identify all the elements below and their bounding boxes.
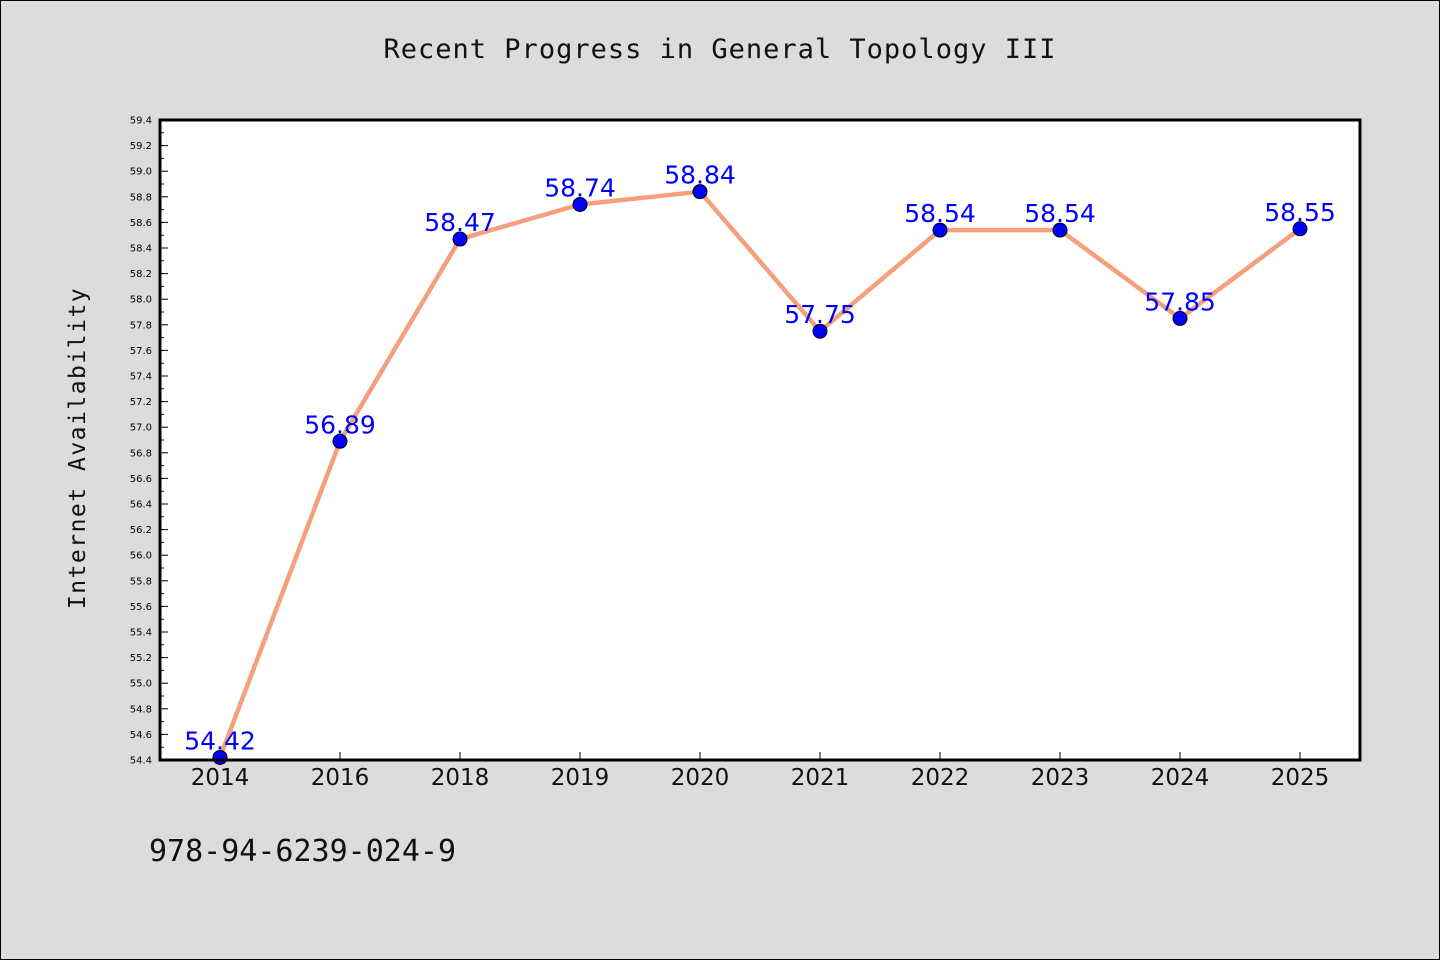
y-tick-label: 58.6: [130, 218, 152, 229]
x-tick-label: 2023: [1031, 765, 1090, 791]
y-tick-label: 56.2: [130, 525, 152, 536]
y-tick-label: 55.0: [130, 679, 152, 690]
data-label: 58.47: [424, 208, 496, 237]
series-line: [217, 189, 1303, 760]
data-point: [332, 433, 348, 449]
data-point: [572, 196, 588, 212]
y-tick-label: 59.2: [130, 141, 152, 152]
data-label: 57.75: [784, 300, 856, 329]
x-axis: 2014 2016 2018 2019 2020 2021 2022 2023 2024 2025: [191, 752, 1330, 791]
y-tick-label: 55.2: [130, 653, 152, 664]
y-tick-label: 59.4: [130, 116, 152, 127]
data-point: [692, 184, 708, 200]
data-label: 54.42: [184, 726, 256, 755]
y-tick-label: 54.8: [130, 704, 152, 715]
x-tick-label: 2025: [1271, 765, 1330, 791]
x-tick-label: 2024: [1151, 765, 1210, 791]
data-labels: 54.42 56.89 58.47 58.74 58.84 57.75 58.54 58.54…: [184, 161, 1336, 756]
x-tick-label: 2022: [911, 765, 970, 791]
y-tick-label: 57.4: [130, 372, 152, 383]
data-point: [1172, 310, 1188, 326]
y-tick-label: 57.2: [130, 397, 152, 408]
data-label: 57.85: [1144, 287, 1216, 316]
y-tick-label: 56.8: [130, 448, 152, 459]
x-tick-label: 2016: [311, 765, 370, 791]
y-tick-label: 57.0: [130, 423, 152, 434]
y-tick-label: 55.8: [130, 576, 152, 587]
data-label: 58.55: [1264, 198, 1336, 227]
data-label: 58.74: [544, 173, 616, 202]
y-tick-label: 56.4: [130, 500, 152, 511]
plot-border: [158, 118, 1362, 762]
y-tick-label: 58.0: [130, 295, 152, 306]
y-tick-label: 58.4: [130, 244, 152, 255]
data-label: 56.89: [304, 410, 376, 439]
x-tick-label: 2021: [791, 765, 850, 791]
y-tick-label: 59.0: [130, 167, 152, 178]
series-markers: [212, 184, 1308, 765]
x-tick-label: 2020: [671, 765, 730, 791]
data-point: [1052, 222, 1068, 238]
data-label: 58.84: [664, 161, 736, 190]
y-tick-label: 54.4: [130, 756, 152, 767]
y-tick-label: 58.8: [130, 192, 152, 203]
x-tick-label: 2014: [191, 765, 250, 791]
data-label: 58.54: [904, 199, 976, 228]
data-point: [452, 231, 468, 247]
data-point: [932, 222, 948, 238]
data-label: 58.54: [1024, 199, 1096, 228]
y-tick-label: 58.2: [130, 269, 152, 280]
y-tick-label: 56.0: [130, 551, 152, 562]
data-point: [812, 323, 828, 339]
y-tick-label: 54.6: [130, 730, 152, 741]
chart-title: Recent Progress in General Topology III: [383, 34, 1057, 65]
y-tick-label: 55.6: [130, 602, 152, 613]
y-tick-label: 57.8: [130, 320, 152, 331]
plot-area: [160, 120, 1360, 760]
isbn-text: 978-94-6239-024-9: [149, 834, 457, 869]
y-tick-label: 57.6: [130, 346, 152, 357]
y-axis: 54.4 54.6 54.8 55.0 55.2 55.4 55.6 55.8 56.0 56.2…: [130, 116, 168, 767]
y-tick-label: 55.4: [130, 628, 152, 639]
y-tick-label: 56.6: [130, 474, 152, 485]
x-tick-label: 2018: [431, 765, 490, 791]
data-point: [1292, 221, 1308, 237]
x-tick-label: 2019: [551, 765, 610, 791]
